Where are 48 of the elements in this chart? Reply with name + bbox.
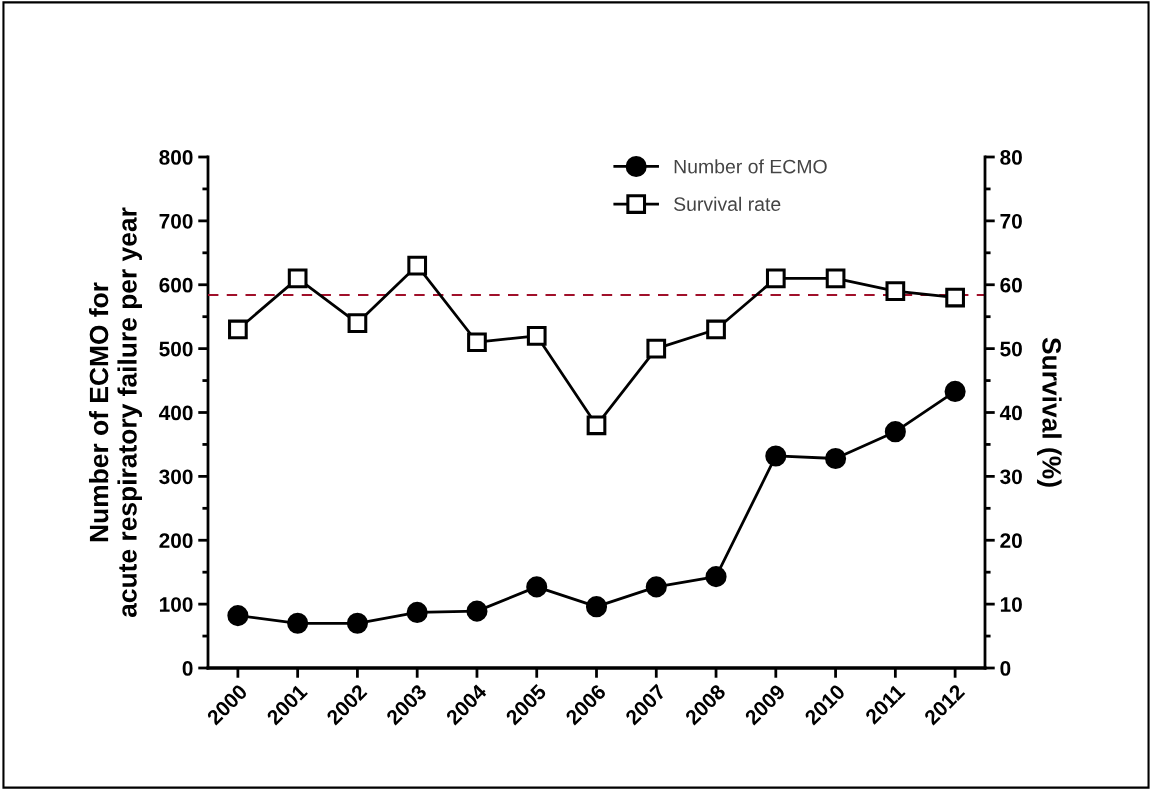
- y-tick-label: 400: [158, 405, 193, 421]
- y-tick-label: 300: [159, 469, 193, 485]
- y2-tick-label: 60: [1000, 277, 1022, 293]
- point: [706, 319, 726, 340]
- y2-tick-label: 10: [1000, 597, 1022, 612]
- y-tick-label: 800: [159, 150, 193, 165]
- point: [227, 605, 249, 627]
- y-axis-title: Number of ECMO for acute respiratory failure per year: [88, 207, 142, 618]
- y2-tick-label: 50: [1000, 341, 1022, 357]
- y2-tick-label: 70: [1000, 213, 1022, 229]
- y-tick-label: 100: [159, 597, 193, 612]
- point: [646, 338, 667, 359]
- y2-tick-label: 20: [1000, 533, 1022, 548]
- point: [944, 380, 966, 402]
- y-tick-label: 600: [159, 277, 193, 293]
- point: [467, 332, 487, 353]
- point: [765, 268, 786, 289]
- y-tick-label: 700: [159, 213, 193, 229]
- point: [645, 576, 667, 598]
- y-tick-label: 0: [182, 661, 193, 676]
- y2-tick-label: 30: [1000, 469, 1022, 485]
- point: [407, 255, 428, 276]
- point: [526, 576, 548, 598]
- y2-tick-label: 80: [1000, 150, 1022, 165]
- point: [347, 313, 368, 333]
- point: [884, 421, 906, 443]
- point: [526, 325, 547, 346]
- point: [585, 596, 608, 618]
- point: [228, 319, 248, 340]
- point: [406, 601, 428, 623]
- y2-tick-label: 0: [1000, 661, 1011, 676]
- legend-label: Number of ECMO: [674, 159, 827, 174]
- y-tick-label: 500: [159, 341, 193, 357]
- legend-label: Survival rate: [674, 196, 781, 212]
- y-tick-label: 200: [159, 533, 193, 548]
- y2-tick-label: 40: [999, 405, 1022, 421]
- point: [705, 566, 727, 588]
- point: [825, 447, 847, 470]
- point: [346, 612, 368, 634]
- point: [945, 287, 965, 308]
- point: [825, 268, 846, 289]
- point: [287, 268, 308, 289]
- point: [765, 445, 787, 467]
- y2-axis-title: Survival (%): [1037, 337, 1062, 487]
- point: [885, 281, 906, 301]
- point: [466, 600, 488, 622]
- point: [287, 612, 309, 634]
- point: [586, 415, 607, 436]
